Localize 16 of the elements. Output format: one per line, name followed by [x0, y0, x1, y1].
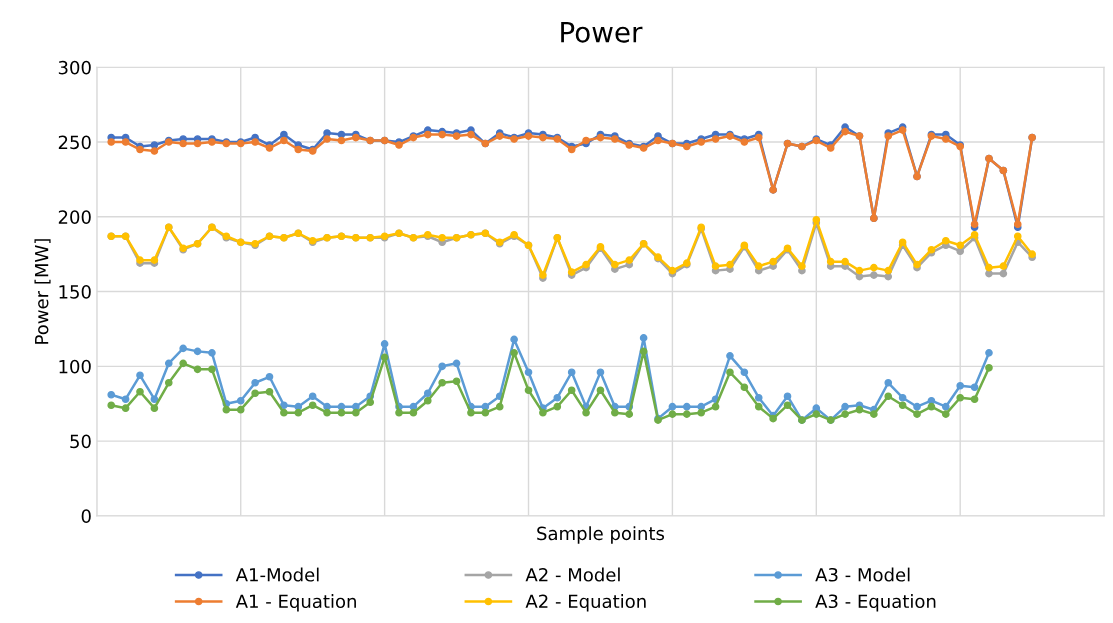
y-tick-label: 0 — [81, 509, 91, 523]
y-axis-title: Power [MW] — [34, 239, 51, 344]
legend-label: A3 - Model — [815, 567, 910, 582]
chart-title: Power — [561, 22, 643, 43]
legend-label: A3 - Equation — [815, 594, 936, 612]
y-tick-label: 300 — [58, 60, 91, 75]
y-tick-label: 50 — [70, 434, 91, 449]
y-tick-label: 100 — [59, 359, 91, 374]
legend-label: A1 - Equation — [235, 594, 356, 612]
x-axis-title: Sample points — [537, 526, 665, 544]
y-tick-label: 200 — [58, 210, 91, 224]
y-tick-label: 150 — [59, 285, 91, 299]
legend-label: A2 - Model — [525, 567, 620, 582]
y-tick-label: 250 — [58, 135, 91, 150]
legend-label: A2 - Equation — [525, 594, 646, 612]
legend-label: A1-Model — [235, 567, 319, 582]
